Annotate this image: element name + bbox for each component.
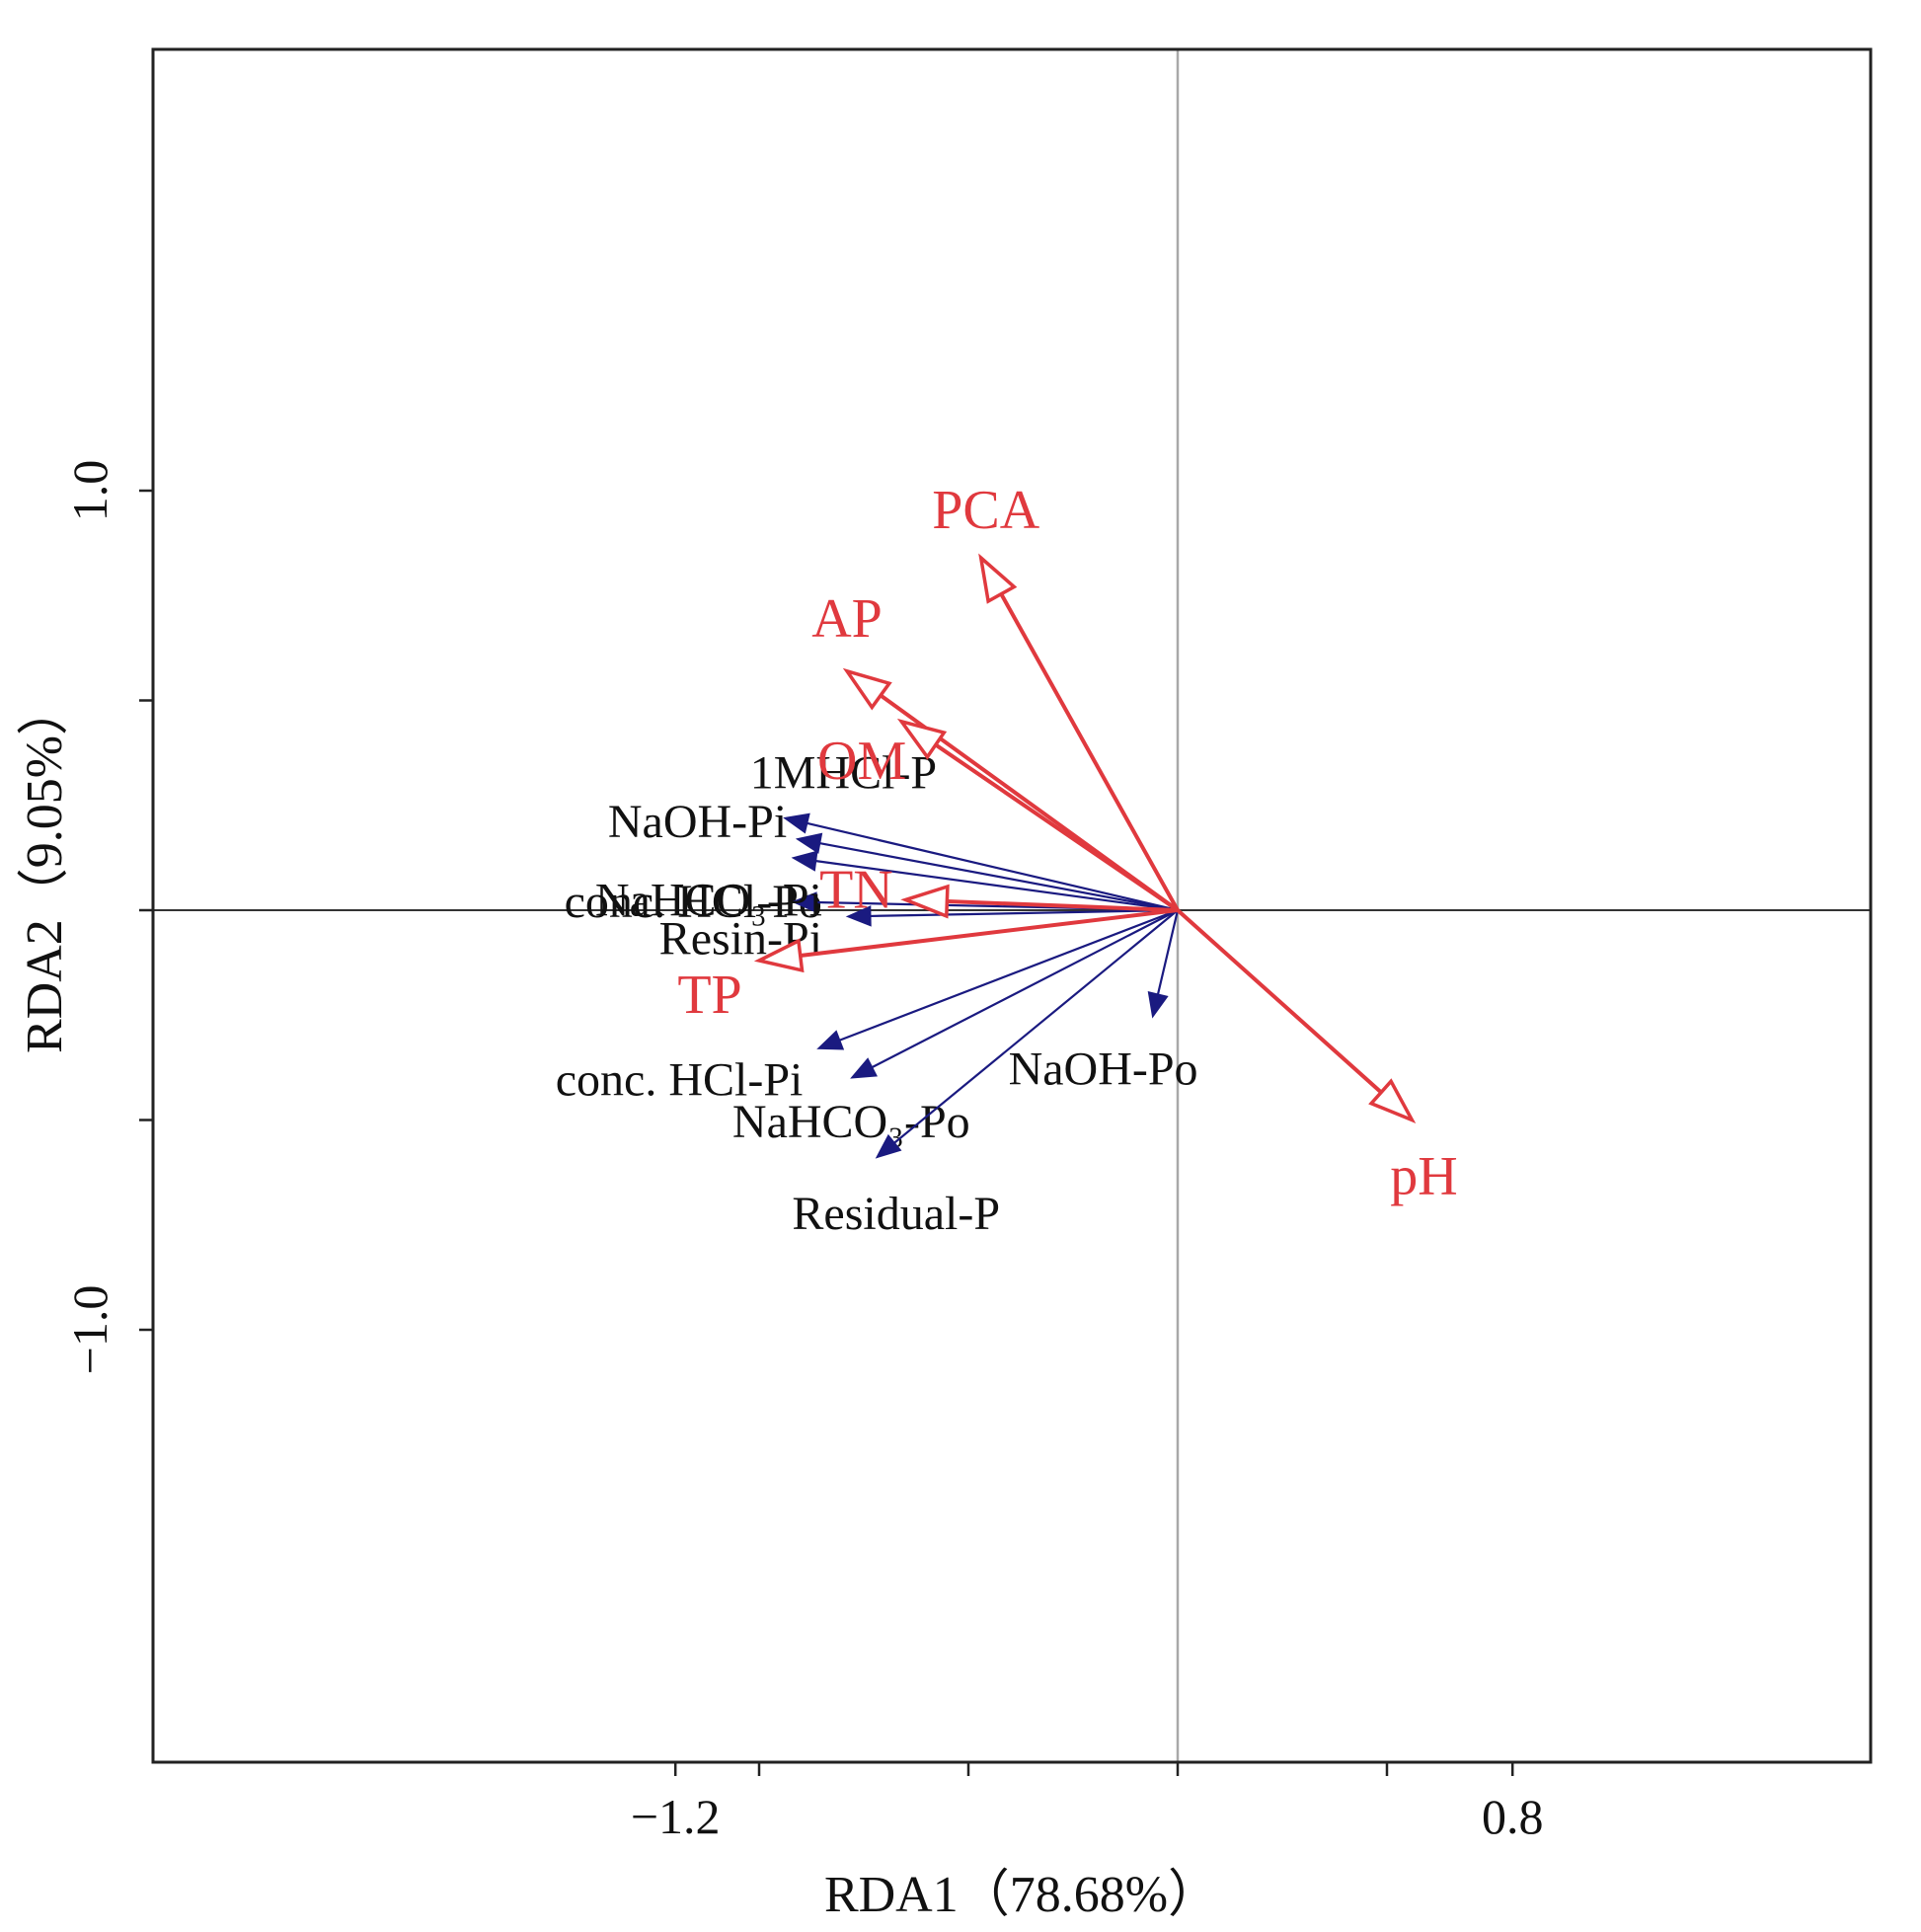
y-tick-label: 1.0 <box>62 460 117 522</box>
response-arrow-head <box>791 850 818 872</box>
response-arrow-head <box>1147 991 1169 1019</box>
y-axis-label: RDA2（9.05%） <box>17 684 73 1053</box>
environment-arrow-head <box>896 718 948 760</box>
response-arrow-line <box>819 842 1179 912</box>
response-arrow-head <box>783 812 810 834</box>
environment-label: TP <box>677 965 741 1026</box>
x-tick-label: −1.2 <box>631 1789 721 1844</box>
response-arrow-head <box>845 905 872 927</box>
response-arrow-line <box>1156 909 1180 995</box>
response-arrow-line <box>807 821 1179 912</box>
y-axis-ticks: 1.0 −1.0 <box>62 460 153 1375</box>
response-arrow-head <box>816 1030 845 1050</box>
environment-arrow-head <box>753 938 805 973</box>
plot-frame <box>151 47 1873 1764</box>
environment-label: pH <box>1390 1146 1457 1207</box>
response-arrow-line <box>893 909 1179 1144</box>
response-arrow-head <box>795 832 823 854</box>
response-label: Residual-P <box>792 1188 1000 1240</box>
x-axis-label: RDA1（78.68%） <box>824 1867 1219 1923</box>
response-arrow-head <box>791 891 817 913</box>
response-label: 1MHCl-P <box>750 747 937 800</box>
environment-arrow-group: PCA AP OM TN TP pH <box>677 480 1457 1207</box>
response-label: NaHCO₃-Pi <box>595 875 822 927</box>
x-tick-label: 0.8 <box>1482 1789 1544 1844</box>
response-arrow-head <box>850 1057 878 1079</box>
environment-arrow-head <box>900 884 950 919</box>
environment-label: PCA <box>932 480 1039 541</box>
environment-label: TN <box>819 859 893 920</box>
response-arrow-line <box>839 908 1179 1042</box>
y-tick-label: −1.0 <box>62 1285 117 1375</box>
environment-arrow-line <box>999 592 1180 911</box>
environment-arrow-head <box>1368 1078 1417 1123</box>
response-arrow-head <box>875 1133 902 1159</box>
environment-arrow-line <box>934 742 1180 912</box>
environment-arrow-line <box>947 898 1179 912</box>
environment-arrow-head <box>978 553 1018 604</box>
environment-label: AP <box>811 588 883 650</box>
environment-arrow-line <box>1176 908 1383 1094</box>
response-label: NaOH-Pi <box>608 796 787 848</box>
response-label: NaOH-Po <box>1009 1043 1198 1095</box>
response-label: conc. HCl-Pi <box>556 1053 804 1106</box>
environment-label: OM <box>817 731 906 792</box>
response-arrow-line <box>871 908 1179 918</box>
response-arrow-line <box>872 909 1179 1069</box>
x-axis-ticks: −1.2 0.8 <box>631 1762 1544 1844</box>
response-label: NaHCO₃-Po <box>732 1096 970 1148</box>
environment-arrow-head <box>842 667 892 711</box>
response-arrow-line <box>815 860 1179 912</box>
environment-arrow-line <box>800 908 1179 958</box>
response-label: conc. HCl-Po <box>565 876 822 928</box>
